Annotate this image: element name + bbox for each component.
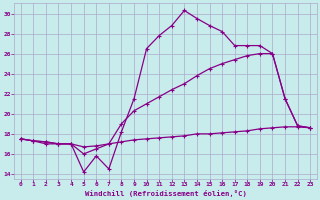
X-axis label: Windchill (Refroidissement éolien,°C): Windchill (Refroidissement éolien,°C) [84, 190, 246, 197]
